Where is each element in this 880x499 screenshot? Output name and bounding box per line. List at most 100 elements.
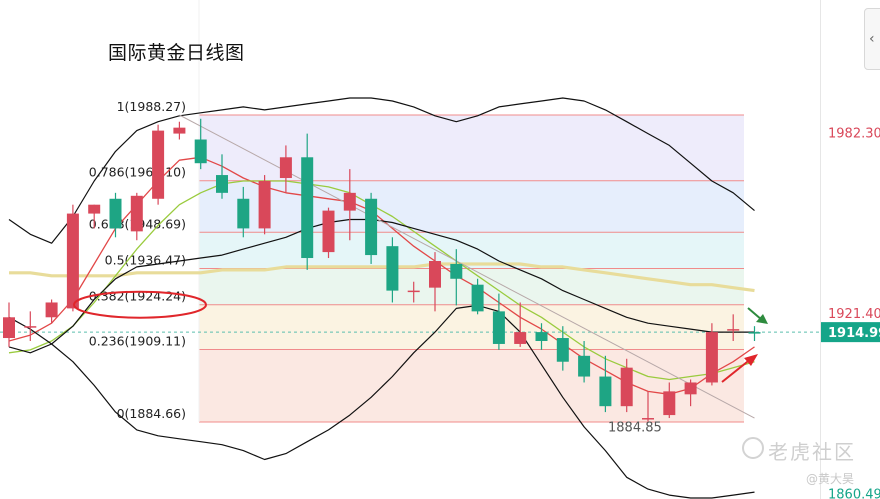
candle-body bbox=[450, 263, 463, 279]
fib-0382-highlight-ellipse bbox=[73, 290, 207, 319]
candle-body bbox=[620, 367, 633, 407]
candle-body bbox=[66, 213, 79, 309]
candle-11 bbox=[237, 186, 250, 238]
chevron-left-icon: ‹ bbox=[869, 31, 875, 47]
candlesticks bbox=[3, 118, 761, 422]
candle-22 bbox=[471, 278, 484, 315]
candle-body bbox=[492, 311, 505, 344]
candle-18 bbox=[386, 237, 399, 303]
candle-body bbox=[471, 284, 484, 312]
candle-1 bbox=[24, 311, 37, 341]
current-price-badge bbox=[821, 322, 880, 343]
price-axis-divider bbox=[820, 0, 821, 499]
candle-9 bbox=[194, 118, 207, 170]
candle-29 bbox=[620, 358, 633, 413]
candle-10 bbox=[216, 154, 228, 199]
candle-6 bbox=[130, 192, 143, 241]
candle-body bbox=[194, 139, 207, 164]
candle-body bbox=[3, 317, 15, 339]
candle-20 bbox=[429, 252, 441, 312]
watermark-logo-icon bbox=[742, 437, 764, 459]
candle-32 bbox=[684, 379, 697, 407]
candle-body bbox=[556, 338, 569, 362]
price-label: 1982.30 bbox=[828, 127, 880, 142]
candle-34 bbox=[727, 314, 740, 341]
candle-body bbox=[322, 210, 335, 253]
candle-body bbox=[301, 157, 314, 259]
candle-body bbox=[599, 376, 612, 407]
fib-band-0.382 bbox=[199, 304, 744, 350]
candle-body bbox=[279, 157, 292, 179]
bullish-arrow bbox=[721, 357, 753, 383]
candle-24 bbox=[514, 302, 527, 347]
candle-body bbox=[705, 332, 718, 383]
candle-body bbox=[365, 198, 378, 256]
candle-12 bbox=[258, 175, 271, 235]
candle-7 bbox=[152, 124, 165, 205]
candle-body bbox=[748, 332, 761, 334]
chart-title: 国际黄金日线图 bbox=[108, 42, 245, 64]
candle-13 bbox=[279, 145, 292, 193]
price-label: 1921.40 bbox=[828, 307, 880, 322]
candle-body bbox=[237, 198, 250, 229]
candle-body bbox=[130, 195, 143, 232]
candle-33 bbox=[705, 323, 718, 386]
current-price-label: 1914.99 bbox=[828, 326, 880, 341]
bollinger-lower bbox=[8, 304, 755, 499]
candle-25 bbox=[535, 323, 548, 350]
watermark-author: @黄大昊 bbox=[806, 472, 855, 486]
candle-3 bbox=[66, 204, 79, 312]
candle-31 bbox=[663, 382, 676, 419]
bollinger-upper bbox=[8, 97, 755, 244]
candle-body bbox=[258, 180, 271, 229]
panel-toggle-button[interactable]: ‹ bbox=[864, 8, 880, 70]
candle-17 bbox=[365, 192, 378, 264]
bullish-arrow-head bbox=[744, 354, 758, 366]
candle-body bbox=[407, 290, 420, 293]
bearish-arrow-head bbox=[756, 314, 768, 324]
fib-band-0.236 bbox=[199, 349, 744, 422]
trend-line bbox=[179, 114, 755, 419]
fib-label-1: 1(1988.27) bbox=[117, 99, 186, 114]
watermark-brand: 老虎社区 bbox=[768, 440, 856, 464]
bollinger-middle bbox=[8, 218, 755, 354]
fib-band-0.786 bbox=[199, 180, 744, 233]
fib-label-0.786: 0.786(1966.10) bbox=[89, 165, 186, 180]
candle-body bbox=[109, 198, 122, 229]
ma-line-1 bbox=[9, 262, 755, 293]
candle-body bbox=[663, 391, 676, 416]
candle-body bbox=[152, 130, 165, 199]
candle-14 bbox=[301, 133, 314, 270]
candle-body bbox=[578, 355, 591, 377]
candle-0 bbox=[3, 302, 15, 347]
candle-body bbox=[642, 418, 654, 420]
candle-body bbox=[24, 326, 37, 328]
candle-body bbox=[684, 382, 697, 395]
candle-body bbox=[88, 204, 101, 214]
candle-body bbox=[343, 192, 356, 211]
candle-23 bbox=[492, 293, 505, 350]
fib-label-0.236: 0.236(1909.11) bbox=[89, 334, 186, 349]
fib-label-0: 0(1884.66) bbox=[117, 406, 186, 421]
candle-8 bbox=[173, 121, 186, 140]
candle-4 bbox=[88, 204, 101, 229]
candle-body bbox=[535, 332, 548, 341]
candle-body bbox=[216, 175, 228, 193]
candle-body bbox=[514, 332, 527, 344]
candle-body bbox=[429, 260, 441, 288]
candle-body bbox=[386, 246, 399, 291]
candle-16 bbox=[343, 169, 356, 241]
candle-30 bbox=[642, 391, 654, 422]
fib-band-0.5 bbox=[199, 268, 744, 305]
candle-2 bbox=[45, 299, 58, 324]
price-axis-labels: 1982.30 1921.40 1914.99 1860.49 bbox=[821, 127, 880, 499]
candle-27 bbox=[578, 340, 591, 383]
annotations bbox=[73, 290, 768, 383]
candle-body bbox=[173, 127, 186, 134]
candle-body bbox=[45, 302, 58, 318]
fibonacci-bands bbox=[199, 115, 744, 422]
bollinger-bands bbox=[8, 97, 755, 499]
price-label: 1860.49 bbox=[828, 488, 880, 499]
candle-5 bbox=[109, 192, 122, 238]
